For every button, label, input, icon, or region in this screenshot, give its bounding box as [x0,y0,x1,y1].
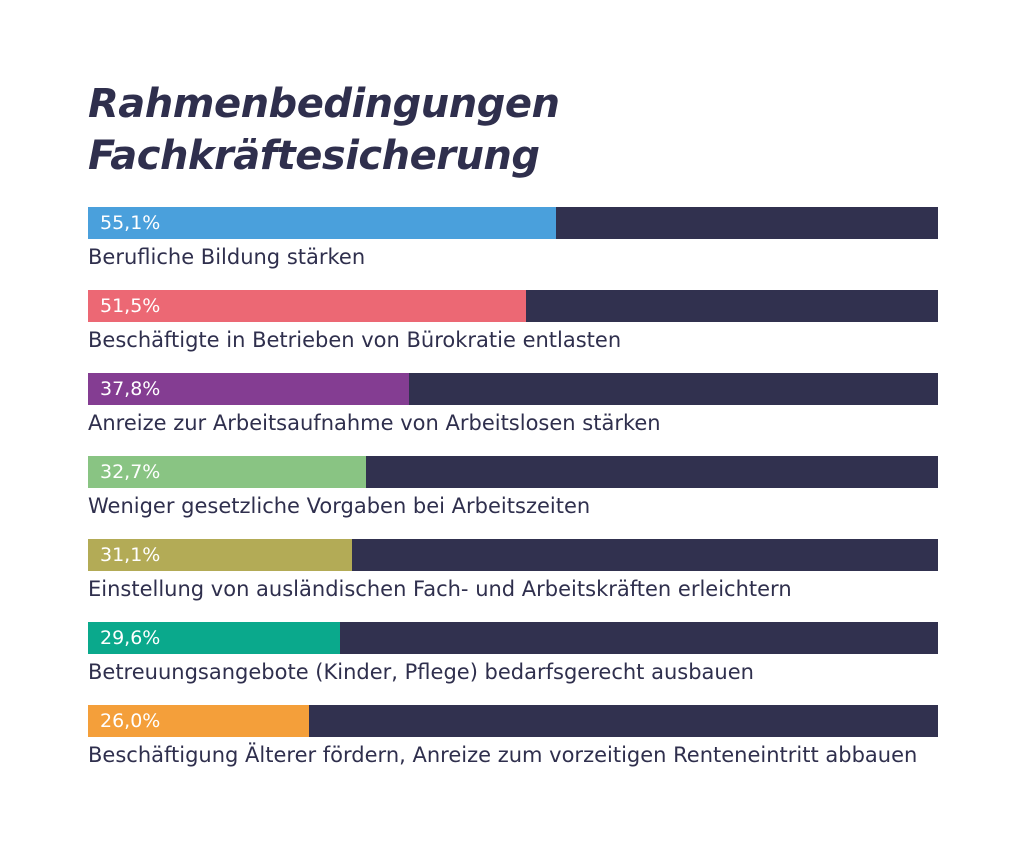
bar-category-label: Anreize zur Arbeitsaufnahme von Arbeitsl… [88,411,661,435]
bar-value-label: 51,5% [100,295,161,317]
bar-category-label: Weniger gesetzliche Vorgaben bei Arbeits… [88,494,591,518]
bar-list: 55,1% Berufliche Bildung stärken 51,5% Besc… [88,207,938,788]
bar-category-label: Betreuungsangebote (Kinder, Pflege) beda… [88,660,754,684]
bar-row: 51,5% Beschäftigte in Betrieben von Bürok… [88,290,938,373]
bar-fill [88,622,340,654]
bar-row: 29,6% Betreuungsangebote (Kinder, Pflege)… [88,622,938,705]
chart-title-line-1: Rahmenbedingungen [88,81,560,127]
bar-fill [88,207,557,239]
bar-fill [88,373,410,405]
bar-row: 32,7% Weniger gesetzliche Vorgaben bei Ar… [88,456,938,539]
bar-track: 26,0% [88,705,938,737]
bar-track: 51,5% [88,290,938,322]
bar-category-label: Beschäftigte in Betrieben von Bürokratie… [88,328,622,352]
bar-value-label: 37,8% [100,378,161,400]
chart-title: Rahmenbedingungen Fachkräftesicherung [88,78,560,182]
bar-category-label: Berufliche Bildung stärken [88,245,366,269]
bar-value-label: 26,0% [100,710,161,732]
bar-fill [88,705,309,737]
bar-track: 37,8% [88,373,938,405]
bar-track: 32,7% [88,456,938,488]
bar-row: 31,1% Einstellung von ausländischen Fach-… [88,539,938,622]
bar-category-label: Beschäftigung Älterer fördern, Anreize z… [88,743,918,767]
bar-value-label: 55,1% [100,212,161,234]
bar-fill [88,290,526,322]
bar-row: 55,1% Berufliche Bildung stärken [88,207,938,290]
bar-row: 26,0% Beschäftigung Älterer fördern, Anre… [88,705,938,788]
bar-fill [88,539,353,571]
bar-category-label: Einstellung von ausländischen Fach- und … [88,577,792,601]
bar-track: 31,1% [88,539,938,571]
bar-value-label: 32,7% [100,461,161,483]
bar-value-label: 31,1% [100,544,161,566]
bar-track: 29,6% [88,622,938,654]
bar-row: 37,8% Anreize zur Arbeitsaufnahme von Arb… [88,373,938,456]
bar-track: 55,1% [88,207,938,239]
bar-value-label: 29,6% [100,627,161,649]
chart-title-line-2: Fachkräftesicherung [88,133,540,179]
bar-fill [88,456,366,488]
